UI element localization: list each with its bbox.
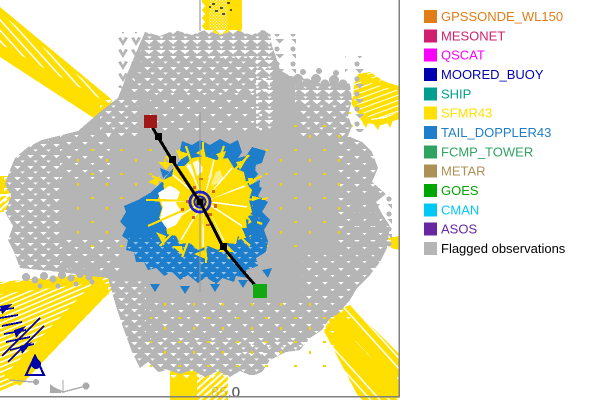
svg-text:ASOS: ASOS: [441, 222, 477, 237]
svg-text:GPSSONDE_WL150: GPSSONDE_WL150: [441, 9, 563, 24]
svg-text:QSCAT: QSCAT: [441, 48, 485, 63]
svg-text:METAR: METAR: [441, 164, 486, 179]
svg-text:MESONET: MESONET: [441, 28, 505, 43]
svg-text:SFMR43: SFMR43: [441, 106, 492, 121]
svg-text:85: 85: [211, 384, 228, 400]
svg-text:GOES: GOES: [441, 183, 479, 198]
svg-text:FCMP_TOWER: FCMP_TOWER: [441, 144, 533, 159]
svg-text:SHIP: SHIP: [441, 86, 471, 101]
svg-text:.0: .0: [228, 384, 241, 400]
svg-text:Flagged observations: Flagged observations: [441, 241, 566, 256]
svg-text:CMAN: CMAN: [441, 202, 479, 217]
svg-text:TAIL_DOPPLER43: TAIL_DOPPLER43: [441, 125, 551, 140]
svg-text:MOORED_BUOY: MOORED_BUOY: [441, 67, 544, 82]
